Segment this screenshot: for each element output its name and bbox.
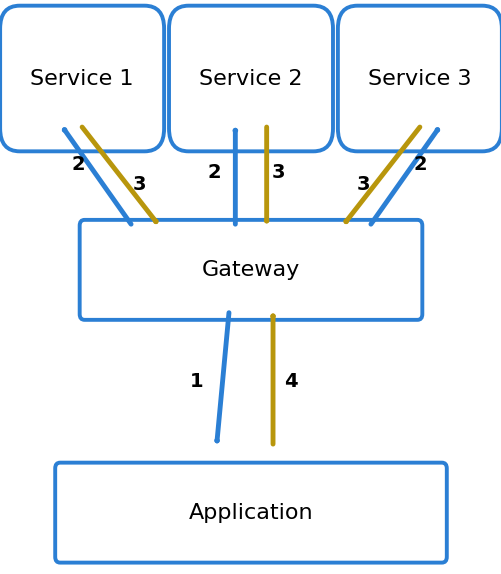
Text: 1: 1 <box>189 372 202 391</box>
Text: Service 1: Service 1 <box>31 68 134 88</box>
Text: 3: 3 <box>271 163 285 183</box>
Text: 2: 2 <box>207 163 220 183</box>
Text: Application: Application <box>188 503 313 523</box>
FancyBboxPatch shape <box>55 463 446 563</box>
FancyBboxPatch shape <box>337 6 501 152</box>
Text: Service 2: Service 2 <box>199 68 302 88</box>
FancyBboxPatch shape <box>169 6 332 152</box>
FancyBboxPatch shape <box>80 220 421 320</box>
FancyBboxPatch shape <box>0 6 164 152</box>
Text: 2: 2 <box>72 154 85 174</box>
Text: 4: 4 <box>284 372 298 391</box>
Text: 2: 2 <box>412 154 426 174</box>
Text: 3: 3 <box>132 174 146 193</box>
Text: Gateway: Gateway <box>201 260 300 280</box>
Text: 3: 3 <box>356 174 370 193</box>
Text: Service 3: Service 3 <box>367 68 470 88</box>
